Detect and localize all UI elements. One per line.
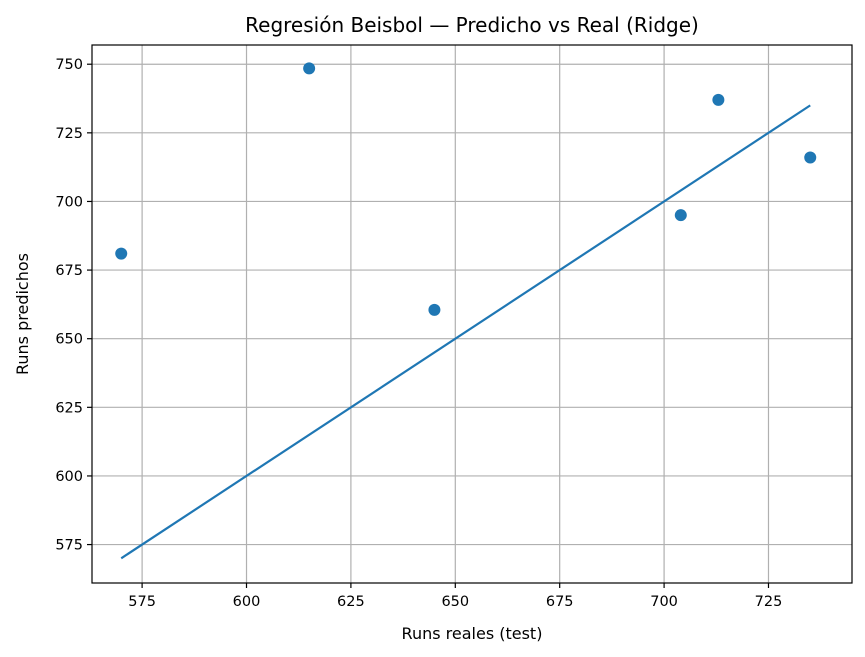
y-tick-label: 750: [55, 57, 83, 73]
x-tick-label: 575: [128, 594, 156, 610]
scatter-point: [303, 62, 316, 75]
x-tick-label: 650: [441, 594, 469, 610]
x-tick-label: 675: [546, 594, 574, 610]
reference-line: [120, 104, 811, 560]
scatter-point: [804, 151, 817, 164]
x-tick-label: 725: [755, 594, 783, 610]
y-tick-label: 575: [55, 538, 83, 554]
y-axis-label: Runs predichos: [13, 253, 32, 375]
y-tick-label: 625: [55, 400, 83, 416]
x-tick-label: 600: [233, 594, 261, 610]
scatter-point: [428, 303, 441, 316]
scatter-points: [115, 62, 817, 316]
grid: [92, 45, 852, 583]
scatter-point: [712, 93, 725, 106]
y-tick-label: 725: [55, 126, 83, 142]
x-tick-label: 700: [650, 594, 678, 610]
x-tick-label: 625: [337, 594, 365, 610]
y-tick-label: 700: [55, 194, 83, 210]
y-tick-label: 650: [55, 332, 83, 348]
reference-line-layer: [120, 104, 811, 560]
scatter-point: [674, 209, 687, 222]
y-axis-ticks: 575 600 625 650 675 700 725 750: [55, 57, 92, 554]
y-tick-label: 600: [55, 469, 83, 485]
chart-title: Regresión Beisbol — Predicho vs Real (Ri…: [245, 13, 699, 37]
x-axis-ticks: 575 600 625 650 675 700 725: [128, 583, 782, 610]
plot-frame: [91, 44, 853, 584]
y-tick-label: 675: [55, 263, 83, 279]
scatter-point: [115, 247, 128, 260]
x-axis-label: Runs reales (test): [402, 624, 543, 643]
